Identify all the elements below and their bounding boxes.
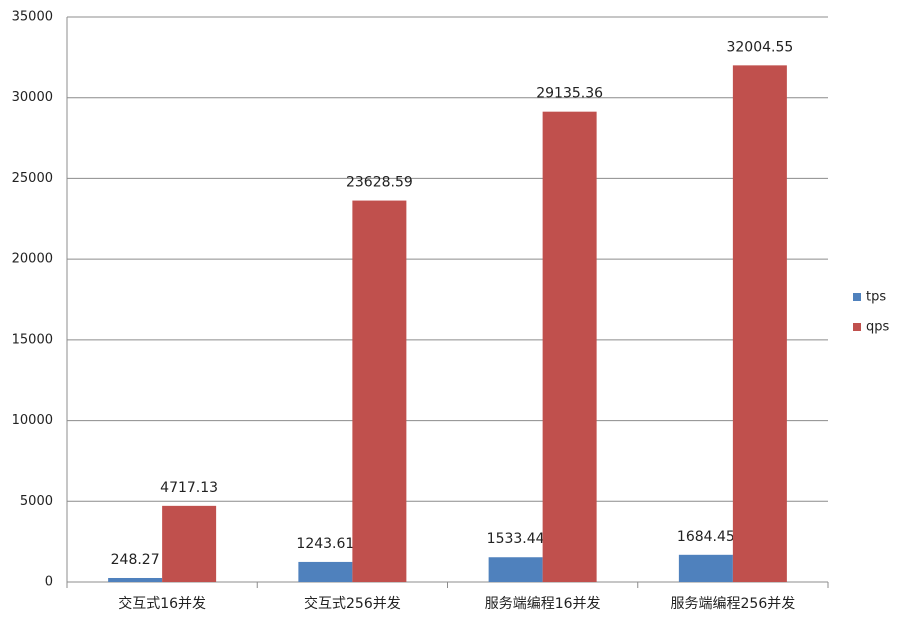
- bar: [298, 561, 353, 582]
- data-label: 1684.45: [677, 529, 735, 545]
- data-label: 1243.61: [296, 536, 354, 552]
- data-label: 248.27: [111, 552, 160, 568]
- y-tick-label: 10000: [12, 413, 53, 428]
- legend-swatch: [853, 323, 861, 331]
- bar: [488, 557, 543, 582]
- data-label: 1533.44: [487, 531, 545, 547]
- x-tick-label: 交互式256并发: [304, 595, 401, 612]
- data-label: 23628.59: [346, 175, 413, 191]
- bar: [678, 554, 733, 582]
- bar: [542, 111, 597, 582]
- y-tick-label: 5000: [20, 494, 53, 509]
- y-tick-label: 25000: [12, 171, 53, 186]
- data-label: 4717.13: [160, 480, 218, 496]
- legend-label: tps: [866, 290, 886, 305]
- data-label: 32004.55: [726, 39, 793, 55]
- y-tick-label: 0: [45, 575, 53, 590]
- data-label: 29135.36: [536, 86, 603, 102]
- x-tick-label: 服务端编程16并发: [485, 596, 601, 612]
- y-tick-label: 20000: [12, 252, 53, 267]
- y-tick-label: 30000: [12, 90, 53, 105]
- bar: [162, 505, 217, 582]
- legend-swatch: [853, 293, 861, 301]
- y-tick-label: 15000: [12, 332, 53, 347]
- y-tick-label: 35000: [12, 10, 53, 25]
- legend-label: qps: [866, 320, 890, 335]
- x-tick-label: 服务端编程256并发: [671, 596, 796, 612]
- x-tick-label: 交互式16并发: [118, 595, 206, 612]
- bar: [352, 200, 407, 582]
- bar: [108, 577, 163, 582]
- bar: [732, 65, 787, 583]
